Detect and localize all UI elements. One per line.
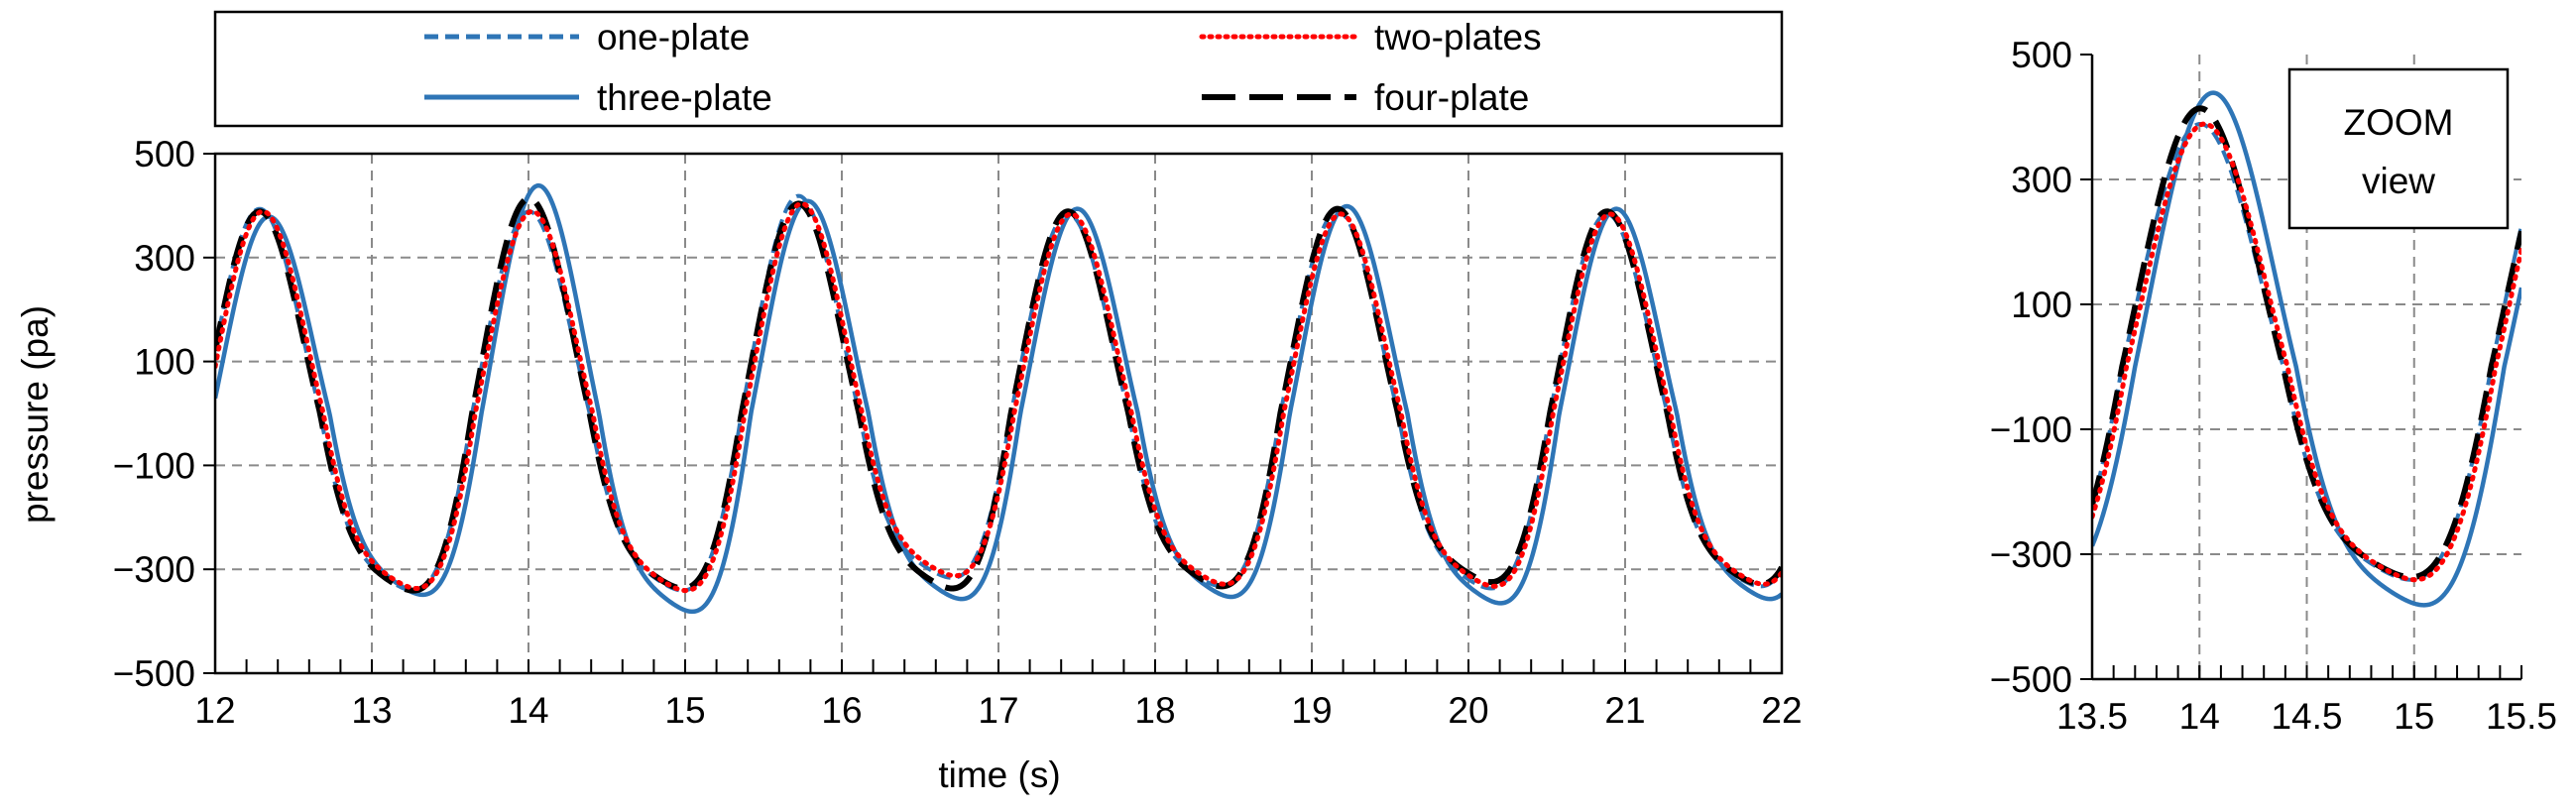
legend-label-three-plate: three-plate bbox=[597, 77, 772, 118]
legend-item-three-plate: three-plate bbox=[424, 77, 772, 118]
legend-item-one-plate: one-plate bbox=[424, 17, 750, 58]
main-x-tick-label: 17 bbox=[978, 690, 1018, 731]
zoom-series-three-plate bbox=[2092, 90, 2521, 608]
zoom-annotation-box bbox=[2287, 67, 2510, 230]
main-y-tick-label: 100 bbox=[134, 342, 195, 383]
zoom-y-tick-label: 500 bbox=[2011, 35, 2072, 75]
main-tick-marks bbox=[203, 153, 1783, 674]
legend: one-plate two-plates three-plate four-pl… bbox=[213, 10, 1784, 128]
zoom-x-tick-label: 15 bbox=[2394, 696, 2434, 737]
zoom-annotation-line2: view bbox=[2362, 161, 2435, 201]
zoom-tick-marks bbox=[2080, 54, 2522, 680]
main-y-tick-label: −300 bbox=[113, 549, 195, 590]
main-x-tick-labels: 12 13 14 15 16 17 18 19 20 21 22 bbox=[194, 690, 1802, 731]
main-y-tick-label: −500 bbox=[113, 653, 195, 694]
zoom-x-tick-labels: 13.5 14 14.5 15 15.5 bbox=[2056, 696, 2557, 737]
zoom-annotation-line1: ZOOM bbox=[2344, 102, 2454, 143]
x-axis-title: time (s) bbox=[938, 754, 1060, 795]
zoom-x-tick-label: 14.5 bbox=[2271, 696, 2342, 737]
zoom-y-tick-label: 300 bbox=[2011, 160, 2072, 200]
main-series-four-plate bbox=[215, 195, 1782, 594]
legend-frame bbox=[213, 10, 1784, 128]
zoom-series-group bbox=[2092, 90, 2521, 608]
main-y-tick-label: −100 bbox=[113, 445, 195, 486]
zoom-y-tick-label: −500 bbox=[1990, 659, 2072, 700]
main-x-tick-label: 19 bbox=[1291, 690, 1332, 731]
main-x-tick-label: 12 bbox=[194, 690, 235, 731]
main-x-tick-label: 18 bbox=[1134, 690, 1175, 731]
zoom-y-tick-label: 100 bbox=[2011, 285, 2072, 325]
zoom-chart-panel: −500 −300 −100 100 300 500 13.5 14 14.5 15 15.5 Z… bbox=[1990, 35, 2557, 737]
main-series-group bbox=[215, 182, 1782, 615]
main-series-three-plate bbox=[215, 182, 1782, 615]
main-x-tick-label: 20 bbox=[1448, 690, 1488, 731]
zoom-series-two-plates bbox=[2092, 121, 2521, 583]
zoom-y-tick-label: −100 bbox=[1990, 409, 2072, 450]
main-y-tick-label: 300 bbox=[134, 238, 195, 279]
legend-item-two-plates: two-plates bbox=[1199, 17, 1542, 58]
legend-item-four-plate: four-plate bbox=[1202, 77, 1529, 118]
main-y-tick-labels: −500 −300 −100 100 300 500 bbox=[113, 134, 195, 694]
main-gridlines bbox=[215, 154, 1782, 673]
main-series-two-plates bbox=[215, 200, 1782, 594]
main-x-tick-label: 13 bbox=[351, 690, 392, 731]
zoom-x-tick-label: 13.5 bbox=[2056, 696, 2128, 737]
zoom-x-tick-label: 15.5 bbox=[2486, 696, 2557, 737]
y-axis-title: pressure (pa) bbox=[15, 305, 56, 523]
legend-label-two-plates: two-plates bbox=[1374, 17, 1542, 58]
main-x-tick-label: 16 bbox=[821, 690, 862, 731]
zoom-series-four-plate bbox=[2092, 105, 2521, 581]
main-x-tick-label: 15 bbox=[664, 690, 705, 731]
main-y-tick-label: 500 bbox=[134, 134, 195, 174]
zoom-y-tick-labels: −500 −300 −100 100 300 500 bbox=[1990, 35, 2072, 700]
main-x-tick-label: 22 bbox=[1761, 690, 1802, 731]
legend-label-four-plate: four-plate bbox=[1374, 77, 1529, 118]
main-x-tick-label: 14 bbox=[508, 690, 548, 731]
zoom-y-tick-label: −300 bbox=[1990, 534, 2072, 575]
zoom-x-tick-label: 14 bbox=[2179, 696, 2220, 737]
main-chart-panel: −500 −300 −100 100 300 500 12 13 14 15 16 17 18 19 20… bbox=[15, 134, 1803, 795]
main-x-tick-label: 21 bbox=[1604, 690, 1645, 731]
legend-label-one-plate: one-plate bbox=[597, 17, 750, 58]
